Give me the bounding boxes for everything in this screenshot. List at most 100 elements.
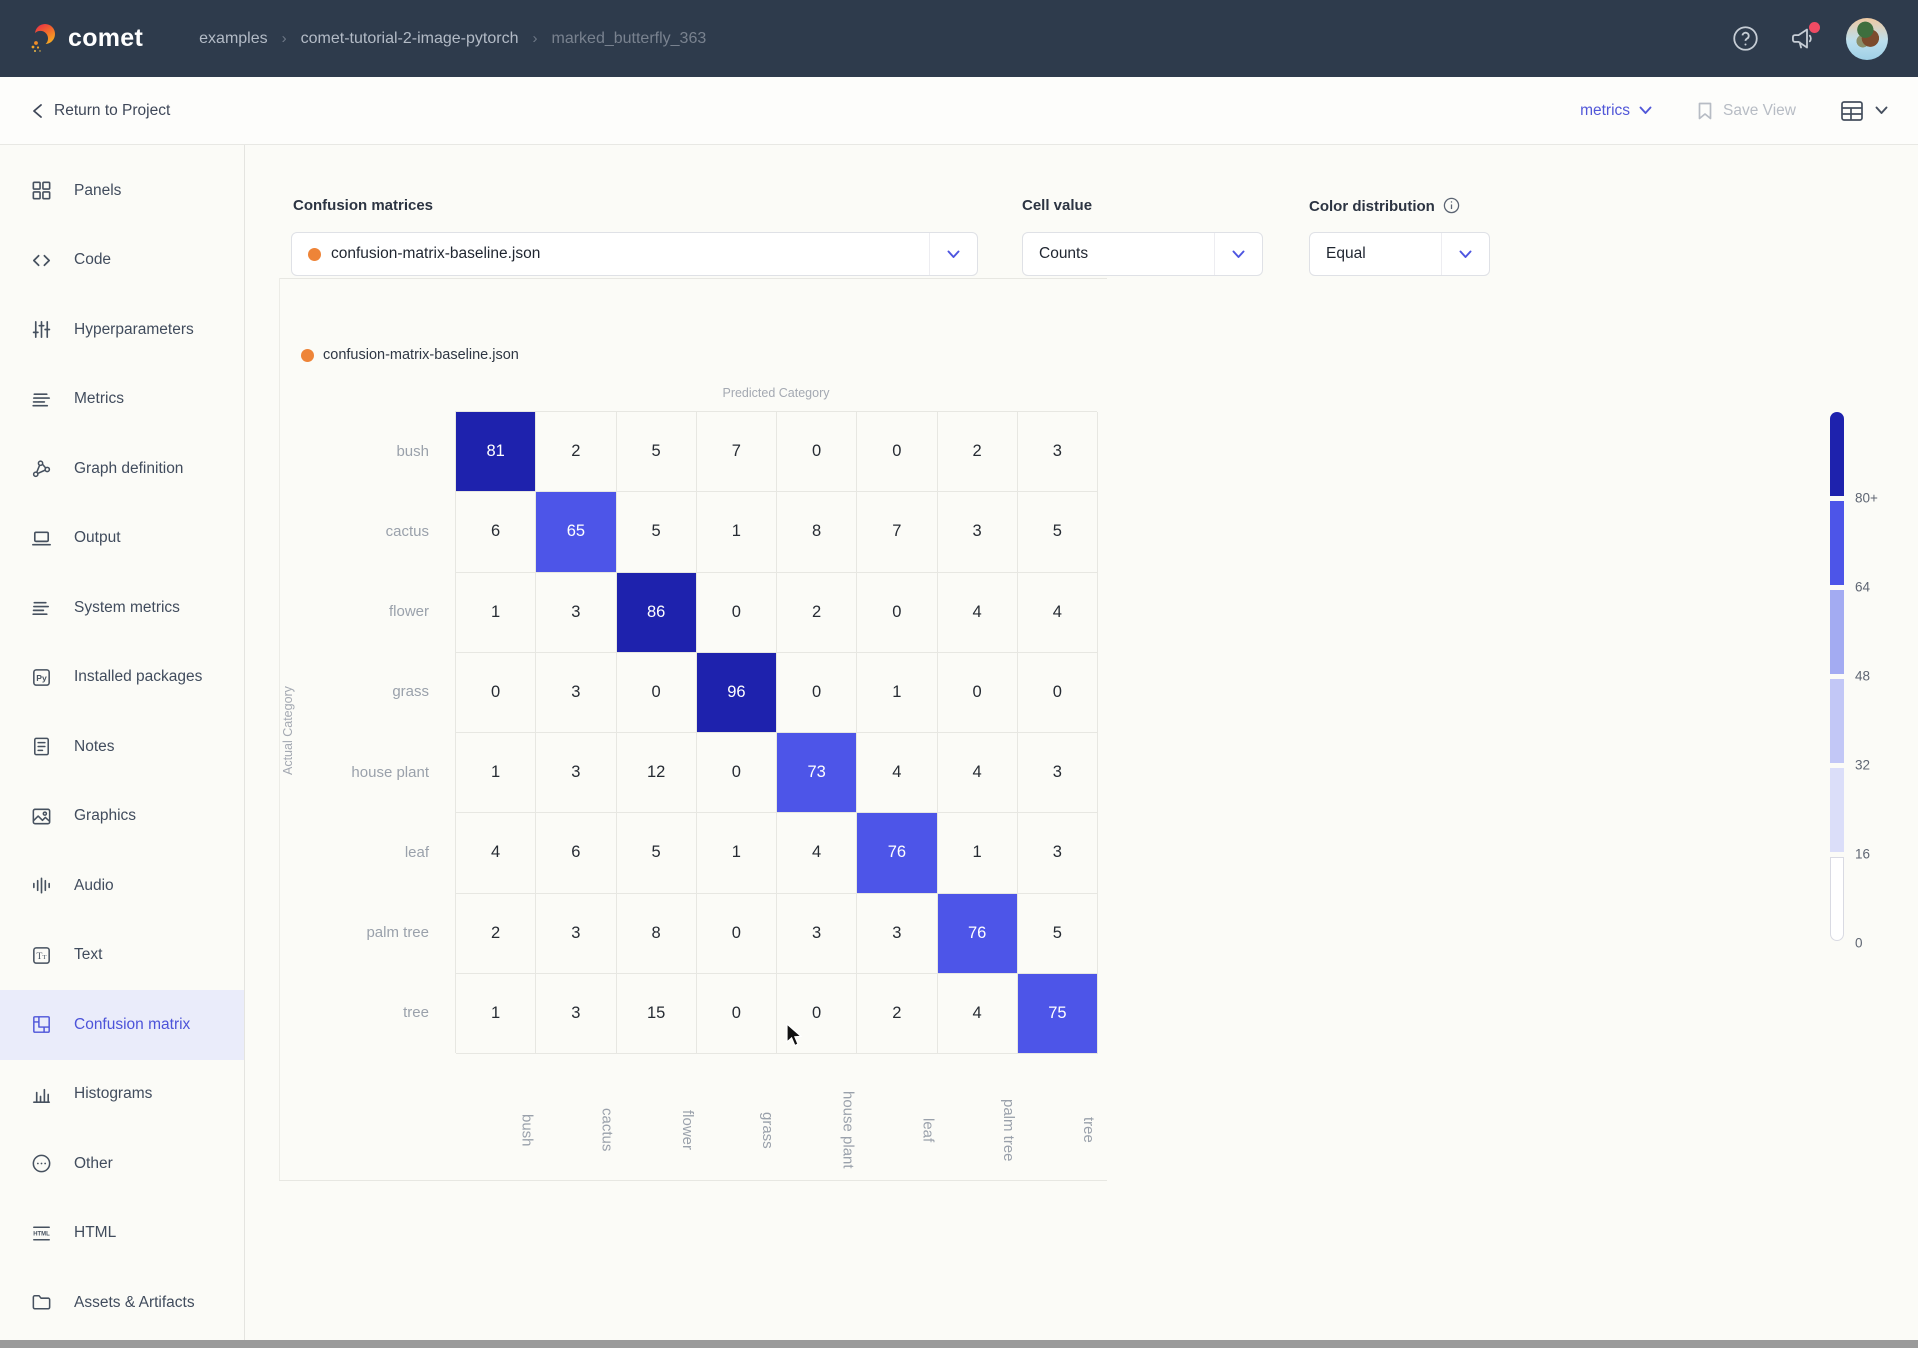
matrix-cell-grass-palm-tree[interactable]: 0 [937,652,1018,733]
matrix-cell-palm-tree-bush[interactable]: 2 [456,893,537,974]
matrix-cell-cactus-leaf[interactable]: 7 [857,492,938,573]
matrix-cell-cactus-cactus[interactable]: 65 [536,492,617,573]
matrix-cell-tree-tree[interactable]: 75 [1017,973,1098,1054]
matrix-cell-tree-grass[interactable]: 0 [696,973,777,1054]
matrix-cell-cactus-palm-tree[interactable]: 3 [937,492,1018,573]
sidebar-item-label: Graph definition [74,459,184,477]
breadcrumb-item[interactable]: marked_butterfly_363 [551,29,707,47]
info-icon[interactable] [1443,197,1460,214]
breadcrumb-item[interactable]: examples [199,29,268,47]
layout-dropdown[interactable] [1840,100,1888,122]
matrix-cell-house-plant-grass[interactable]: 0 [696,733,777,814]
matrix-cell-leaf-leaf[interactable]: 76 [857,813,938,894]
matrix-cell-flower-leaf[interactable]: 0 [857,572,938,653]
matrix-cell-house-plant-bush[interactable]: 1 [456,733,537,814]
color-distribution-dropdown[interactable]: Equal [1309,232,1490,276]
matrix-cell-grass-grass[interactable]: 96 [696,652,777,733]
sidebar-item-hyperparameters[interactable]: Hyperparameters [0,295,244,365]
matrix-cell-leaf-bush[interactable]: 4 [456,813,537,894]
matrix-cell-flower-palm-tree[interactable]: 4 [937,572,1018,653]
matrix-cell-house-plant-tree[interactable]: 3 [1017,733,1098,814]
matrix-cell-house-plant-leaf[interactable]: 4 [857,733,938,814]
matrix-cell-flower-house-plant[interactable]: 2 [777,572,858,653]
matrix-cell-leaf-flower[interactable]: 5 [616,813,697,894]
matrix-cell-tree-leaf[interactable]: 2 [857,973,938,1054]
sidebar-item-panels[interactable]: Panels [0,156,244,226]
matrix-cell-bush-palm-tree[interactable]: 2 [937,412,1018,493]
matrix-cell-house-plant-cactus[interactable]: 3 [536,733,617,814]
sidebar-item-code[interactable]: Code [0,226,244,296]
matrix-cell-cactus-bush[interactable]: 6 [456,492,537,573]
sidebar-item-system-metrics[interactable]: System metrics [0,573,244,643]
sidebar-item-assets-artifacts[interactable]: Assets & Artifacts [0,1268,244,1338]
matrix-cell-palm-tree-flower[interactable]: 8 [616,893,697,974]
matrix-cell-grass-leaf[interactable]: 1 [857,652,938,733]
sidebar-item-other[interactable]: Other [0,1129,244,1199]
matrix-cell-bush-flower[interactable]: 5 [616,412,697,493]
matrix-cell-grass-tree[interactable]: 0 [1017,652,1098,733]
matrix-cell-flower-grass[interactable]: 0 [696,572,777,653]
matrix-cell-leaf-house-plant[interactable]: 4 [777,813,858,894]
sidebar-item-output[interactable]: Output [0,504,244,574]
matrix-cell-leaf-palm-tree[interactable]: 1 [937,813,1018,894]
column-label-palm-tree: palm tree [999,1098,1017,1162]
avatar[interactable] [1846,17,1888,60]
matrix-cell-grass-bush[interactable]: 0 [456,652,537,733]
sidebar-item-histograms[interactable]: Histograms [0,1060,244,1130]
matrix-cell-grass-flower[interactable]: 0 [616,652,697,733]
sidebar-item-text[interactable]: TT Text [0,921,244,991]
announcements-icon[interactable] [1789,22,1820,52]
sidebar-item-audio[interactable]: Audio [0,851,244,921]
matrix-cell-palm-tree-leaf[interactable]: 3 [857,893,938,974]
matrix-cell-house-plant-flower[interactable]: 12 [616,733,697,814]
matrix-cell-leaf-grass[interactable]: 1 [696,813,777,894]
matrix-cell-palm-tree-house-plant[interactable]: 3 [777,893,858,974]
matrix-cell-leaf-tree[interactable]: 3 [1017,813,1098,894]
sidebar-item-graphics[interactable]: Graphics [0,782,244,852]
breadcrumb-item[interactable]: comet-tutorial-2-image-pytorch [300,29,519,47]
matrix-cell-tree-house-plant[interactable]: 0 [777,973,858,1054]
matrix-cell-flower-flower[interactable]: 86 [616,572,697,653]
matrix-cell-house-plant-house-plant[interactable]: 73 [777,733,858,814]
sidebar-item-notes[interactable]: Notes [0,712,244,782]
sidebar-item-confusion-matrix[interactable]: Confusion matrix [0,990,244,1060]
view-type-dropdown[interactable]: metrics [1580,102,1652,120]
matrix-cell-tree-bush[interactable]: 1 [456,973,537,1054]
matrix-cell-palm-tree-palm-tree[interactable]: 76 [937,893,1018,974]
matrix-cell-cactus-grass[interactable]: 1 [696,492,777,573]
matrix-cell-leaf-cactus[interactable]: 6 [536,813,617,894]
matrix-cell-bush-leaf[interactable]: 0 [857,412,938,493]
matrix-cell-bush-cactus[interactable]: 2 [536,412,617,493]
matrix-cell-tree-palm-tree[interactable]: 4 [937,973,1018,1054]
matrix-cell-grass-house-plant[interactable]: 0 [777,652,858,733]
matrix-cell-bush-tree[interactable]: 3 [1017,412,1098,493]
horizontal-scrollbar[interactable] [0,1340,1918,1348]
matrix-cell-palm-tree-tree[interactable]: 5 [1017,893,1098,974]
matrix-cell-flower-tree[interactable]: 4 [1017,572,1098,653]
matrix-cell-grass-cactus[interactable]: 3 [536,652,617,733]
matrix-cell-flower-bush[interactable]: 1 [456,572,537,653]
matrix-cell-cactus-house-plant[interactable]: 8 [777,492,858,573]
matrix-cell-cactus-tree[interactable]: 5 [1017,492,1098,573]
sidebar-item-installed-packages[interactable]: Py Installed packages [0,643,244,713]
matrix-cell-tree-flower[interactable]: 15 [616,973,697,1054]
matrix-cell-palm-tree-cactus[interactable]: 3 [536,893,617,974]
cell-value-dropdown[interactable]: Counts [1022,232,1263,276]
matrix-cell-house-plant-palm-tree[interactable]: 4 [937,733,1018,814]
matrix-cell-palm-tree-grass[interactable]: 0 [696,893,777,974]
save-view-button[interactable]: Save View [1696,101,1796,121]
matrix-file-dropdown[interactable]: confusion-matrix-baseline.json [291,232,978,276]
return-to-project-button[interactable]: Return to Project [32,102,170,120]
sidebar-item-graph-definition[interactable]: Graph definition [0,434,244,504]
sidebar-item-metrics[interactable]: Metrics [0,365,244,435]
matrix-cell-bush-bush[interactable]: 81 [456,412,537,493]
matrix-cell-bush-house-plant[interactable]: 0 [777,412,858,493]
matrix-cell-bush-grass[interactable]: 7 [696,412,777,493]
matrix-cell-tree-cactus[interactable]: 3 [536,973,617,1054]
help-icon[interactable] [1732,25,1759,52]
matrix-cell-cactus-flower[interactable]: 5 [616,492,697,573]
matrix-cell-flower-cactus[interactable]: 3 [536,572,617,653]
sidebar-item-label: System metrics [74,598,180,616]
comet-logo[interactable]: comet [28,22,143,56]
sidebar-item-html[interactable]: HTML HTML [0,1199,244,1269]
